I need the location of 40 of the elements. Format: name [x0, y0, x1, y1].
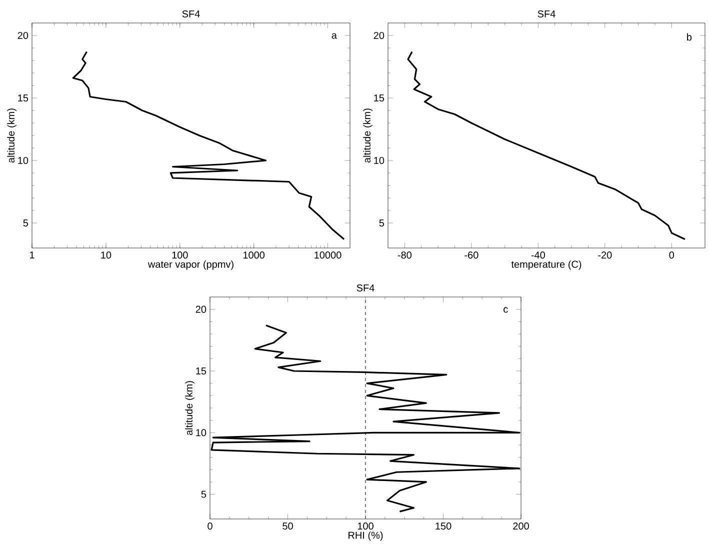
y-tick-label: 10	[374, 156, 384, 164]
x-tick-label: 0	[208, 522, 212, 530]
chart-title: SF4	[538, 10, 556, 18]
chart-title: SF4	[356, 284, 374, 292]
x-tick-label: 100	[172, 252, 188, 259]
y-tick-label: 10	[18, 156, 28, 164]
x-tick-label: 100	[358, 522, 374, 530]
y-axis-title: altitude (km)	[7, 108, 16, 163]
line-series	[407, 50, 686, 240]
y-tick-label: 15	[196, 367, 206, 374]
x-tick-label: 0	[669, 252, 674, 259]
x-tick-label: -40	[531, 252, 545, 259]
y-tick-label: 5	[23, 219, 28, 226]
y-tick-label: 15	[374, 94, 384, 102]
y-tick-label: 20	[196, 306, 206, 313]
x-axis-title: RHI (%)	[348, 531, 383, 541]
annotation: b	[687, 33, 692, 41]
chart-title: SF4	[182, 10, 200, 18]
y-tick-label: 20	[374, 32, 384, 40]
x-tick-label: 10000	[314, 252, 342, 259]
x-tick-label: -60	[464, 252, 478, 259]
x-tick-label: 50	[282, 522, 293, 530]
y-axis-title: altitude (km)	[185, 381, 194, 436]
x-tick-label: -20	[598, 252, 612, 259]
y-tick-label: 20	[18, 32, 28, 40]
x-axis-title: water vapor (ppmv)	[148, 260, 234, 270]
x-axis-title: temperature (C)	[511, 260, 582, 270]
y-tick-label: 15	[18, 94, 28, 102]
x-tick-label: 150	[436, 522, 452, 530]
y-tick-label: 10	[196, 429, 206, 436]
y-tick-label: 5	[379, 219, 384, 226]
y-axis-title: altitude (km)	[363, 108, 372, 163]
x-tick-label: 200	[513, 522, 529, 530]
annotation: a	[332, 33, 337, 39]
y-tick-label: 5	[201, 490, 206, 498]
x-tick-label: 10	[101, 252, 112, 259]
x-tick-label: 1000	[243, 252, 265, 259]
x-tick-label: 1	[30, 252, 34, 258]
annotation: c	[504, 307, 508, 313]
x-tick-label: -80	[398, 252, 412, 259]
